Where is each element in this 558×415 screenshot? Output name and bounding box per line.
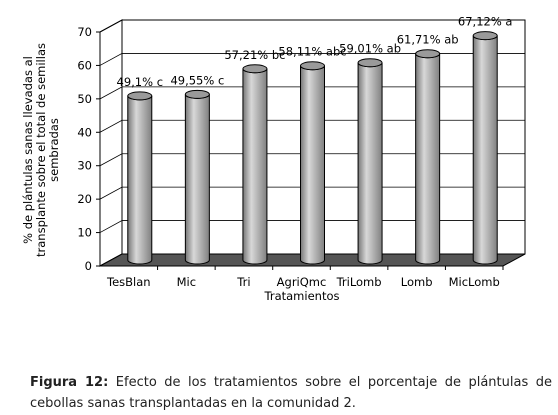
- bar: [127, 95, 153, 265]
- bar-top: [184, 89, 210, 99]
- bar-top: [242, 64, 268, 74]
- x-tick-label: TesBlan: [106, 275, 151, 289]
- y-tick-label: 0: [85, 259, 92, 273]
- grid-line: [99, 19, 525, 33]
- x-tick-label: AgriQmc: [277, 275, 327, 289]
- y-tick-label: 40: [77, 125, 92, 139]
- grid-line: [99, 53, 525, 66]
- value-label: 67,12% a: [458, 15, 513, 29]
- x-tick-label: Lomb: [401, 275, 433, 289]
- y-tick-label: 10: [77, 226, 92, 240]
- value-label: 49,55% c: [170, 73, 224, 87]
- y-tick-label: 20: [77, 192, 92, 206]
- grid-line: [99, 86, 525, 100]
- bar: [184, 94, 210, 265]
- y-axis-title: sembradas: [47, 118, 61, 182]
- x-tick-label: MicLomb: [449, 275, 500, 289]
- bar-top: [127, 91, 153, 101]
- grid-line: [99, 119, 525, 133]
- caption-label: Figura 12:: [30, 375, 109, 390]
- chart: Tratamientos % de plántulas sanas llevad…: [21, 15, 526, 303]
- bar: [472, 35, 498, 265]
- value-label: 58,11% abc: [278, 45, 346, 59]
- side-wall: [99, 19, 123, 267]
- y-tick-label: 50: [77, 92, 92, 106]
- bar-top: [357, 58, 383, 68]
- bar: [242, 68, 268, 265]
- bar-top: [300, 61, 325, 71]
- y-axis-title: transplante sobre el total de semillas: [34, 43, 48, 257]
- bar-top: [472, 31, 498, 41]
- x-tick-label: TriLomb: [336, 275, 382, 289]
- grid-line: [99, 220, 525, 233]
- grid-line: [99, 186, 525, 200]
- bar: [357, 62, 383, 265]
- bar: [415, 53, 441, 265]
- x-tick-label: Mic: [177, 275, 196, 289]
- y-tick-label: 30: [77, 159, 92, 173]
- caption-text: Efecto de los tratamientos sobre el porc…: [30, 375, 552, 411]
- y-tick-label: 60: [77, 58, 92, 72]
- caption: Figura 12: Efecto de los tratamientos so…: [30, 372, 552, 414]
- bar: [300, 65, 325, 265]
- bar-top: [415, 49, 441, 59]
- value-label: 59,01% ab: [339, 42, 401, 56]
- x-tick-label: Tri: [236, 275, 250, 289]
- value-label: 49,1% c: [117, 75, 164, 89]
- y-tick-label: 70: [77, 25, 92, 39]
- x-axis-title: Tratamientos: [264, 289, 340, 303]
- grid-line: [99, 153, 525, 167]
- y-axis-title: % de plántulas sanas llevadas al: [21, 56, 35, 244]
- value-label: 57,21% bc: [224, 48, 285, 62]
- value-label: 61,71% ab: [397, 33, 459, 47]
